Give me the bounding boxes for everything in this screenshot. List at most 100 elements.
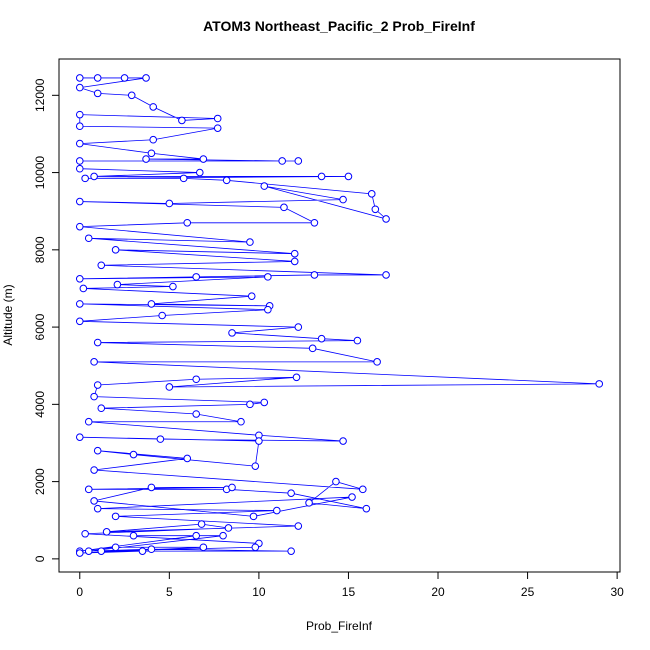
point xyxy=(75,549,84,557)
point xyxy=(84,485,93,494)
point xyxy=(273,506,281,515)
point xyxy=(339,195,347,204)
point xyxy=(192,375,201,384)
point xyxy=(317,334,326,343)
point xyxy=(228,329,236,337)
point xyxy=(84,417,93,426)
point xyxy=(75,122,84,131)
point xyxy=(382,215,390,223)
point xyxy=(249,512,258,521)
point xyxy=(84,547,93,555)
point xyxy=(353,336,362,345)
point xyxy=(178,116,186,125)
point xyxy=(75,74,84,82)
point xyxy=(147,483,156,492)
point xyxy=(287,489,295,497)
y-tick-label: 12000 xyxy=(33,78,47,112)
point xyxy=(260,398,269,407)
point xyxy=(317,172,326,181)
x-tick-label: 25 xyxy=(521,585,535,599)
point xyxy=(129,531,138,540)
point xyxy=(90,172,98,181)
point xyxy=(97,547,106,555)
point xyxy=(260,182,269,190)
point xyxy=(197,520,206,528)
point xyxy=(179,174,188,183)
point xyxy=(90,497,98,505)
point xyxy=(371,205,380,214)
point xyxy=(93,89,102,98)
point xyxy=(113,280,122,289)
point xyxy=(111,543,120,552)
y-tick-label: 6000 xyxy=(33,313,47,340)
point xyxy=(142,155,150,163)
point xyxy=(280,203,288,212)
point xyxy=(75,197,84,206)
point xyxy=(287,547,295,555)
point xyxy=(75,317,84,326)
point xyxy=(292,373,301,382)
point xyxy=(138,547,147,555)
point xyxy=(75,110,84,119)
point xyxy=(305,499,313,507)
point xyxy=(294,157,303,165)
point xyxy=(111,512,120,521)
point xyxy=(147,149,156,158)
plot-box xyxy=(58,58,621,573)
point xyxy=(93,338,102,347)
point xyxy=(111,246,120,254)
point xyxy=(222,176,231,185)
x-axis-label: Prob_FireInf xyxy=(306,619,373,633)
point xyxy=(310,271,319,279)
point xyxy=(278,157,286,165)
point xyxy=(344,172,353,181)
point xyxy=(358,485,367,494)
point xyxy=(362,504,371,513)
point xyxy=(147,545,156,554)
point xyxy=(129,450,138,459)
chart-title: ATOM3 Northeast_Pacific_2 Prob_FireInf xyxy=(203,18,475,34)
y-tick-label: 2000 xyxy=(33,468,47,495)
point xyxy=(228,483,236,492)
point xyxy=(251,462,260,470)
y-tick-label: 10000 xyxy=(33,156,47,190)
point xyxy=(81,174,89,183)
point xyxy=(339,437,347,445)
point xyxy=(79,284,88,293)
point xyxy=(224,524,233,532)
point xyxy=(219,531,227,540)
point xyxy=(195,168,204,177)
point xyxy=(75,83,84,92)
x-tick-label: 5 xyxy=(166,585,173,599)
point xyxy=(255,437,263,445)
point xyxy=(158,311,166,320)
point xyxy=(147,300,156,308)
y-axis-label: Altitude (m) xyxy=(1,284,15,345)
point xyxy=(332,477,340,486)
point xyxy=(237,417,245,426)
point xyxy=(156,435,165,443)
point xyxy=(192,273,201,281)
point xyxy=(367,190,376,198)
point xyxy=(75,164,84,173)
point xyxy=(90,358,98,366)
point xyxy=(90,466,98,474)
x-tick-label: 30 xyxy=(610,585,624,599)
point xyxy=(199,155,208,163)
point xyxy=(264,273,272,281)
point xyxy=(93,74,102,82)
point xyxy=(75,139,84,148)
point xyxy=(246,238,254,246)
point xyxy=(142,74,150,82)
point xyxy=(81,529,89,538)
x-tick-label: 15 xyxy=(342,585,356,599)
point xyxy=(213,124,222,132)
point xyxy=(149,135,158,144)
point xyxy=(595,380,604,388)
point xyxy=(84,234,93,243)
point xyxy=(290,257,299,266)
point xyxy=(93,446,102,455)
point xyxy=(251,543,260,552)
point xyxy=(373,358,381,366)
